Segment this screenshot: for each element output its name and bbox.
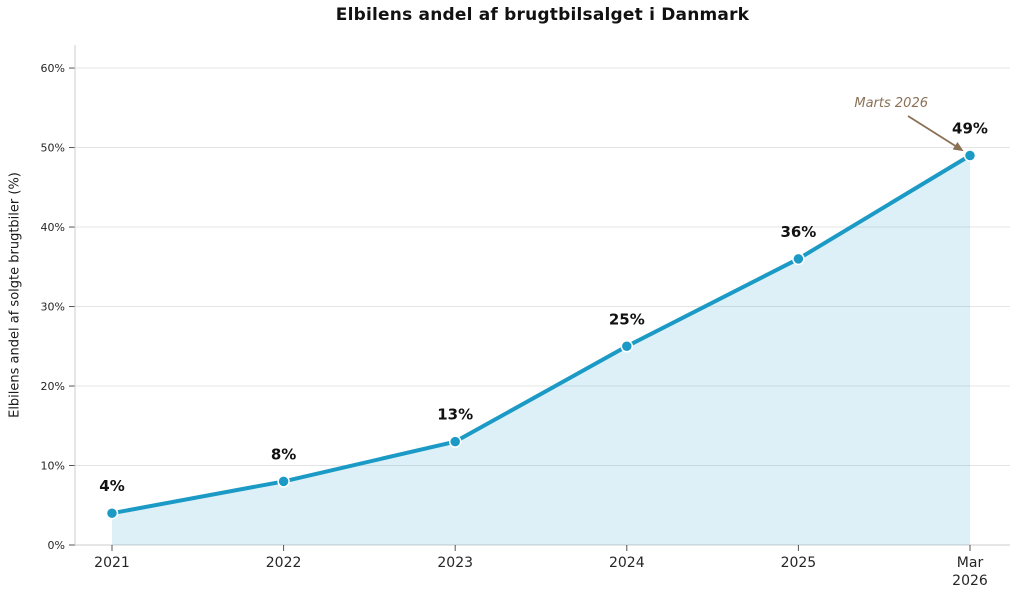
data-point-label: 13%	[437, 406, 473, 424]
y-tick-label: 10%	[41, 460, 65, 473]
y-tick-label: 20%	[41, 380, 65, 393]
data-point	[277, 475, 290, 488]
chart-title: Elbilens andel af brugtbilsalget i Danma…	[335, 5, 750, 25]
y-tick-label: 30%	[41, 301, 65, 314]
x-tick-label: 2024	[609, 555, 645, 571]
data-point-label: 49%	[952, 119, 988, 137]
data-point	[963, 149, 977, 162]
data-point	[620, 340, 634, 353]
y-tick-label: 50%	[41, 142, 65, 155]
area-fill	[112, 155, 970, 545]
x-tick-label: 2022	[266, 555, 302, 571]
y-tick-label: 40%	[41, 221, 65, 234]
x-tick-label: 2026	[952, 573, 988, 589]
data-point	[448, 435, 462, 448]
annotation-arrow-line	[907, 115, 962, 151]
data-point-label: 25%	[609, 310, 645, 328]
y-tick-label: 0%	[48, 539, 65, 552]
annotation-label: Marts 2026	[854, 96, 928, 111]
data-point-label: 4%	[99, 477, 124, 495]
data-point-label: 8%	[271, 445, 296, 463]
x-tick-label: Mar	[957, 555, 984, 571]
x-tick-label: 2021	[94, 555, 130, 571]
data-point	[105, 506, 119, 520]
x-tick-label: 2025	[781, 555, 817, 571]
data-point	[792, 252, 805, 266]
series-line	[110, 153, 972, 516]
data-point-label: 36%	[780, 223, 816, 241]
x-tick-label: 2023	[437, 555, 473, 571]
y-tick-label: 60%	[41, 62, 65, 75]
annotation-arrow-head	[952, 141, 964, 152]
